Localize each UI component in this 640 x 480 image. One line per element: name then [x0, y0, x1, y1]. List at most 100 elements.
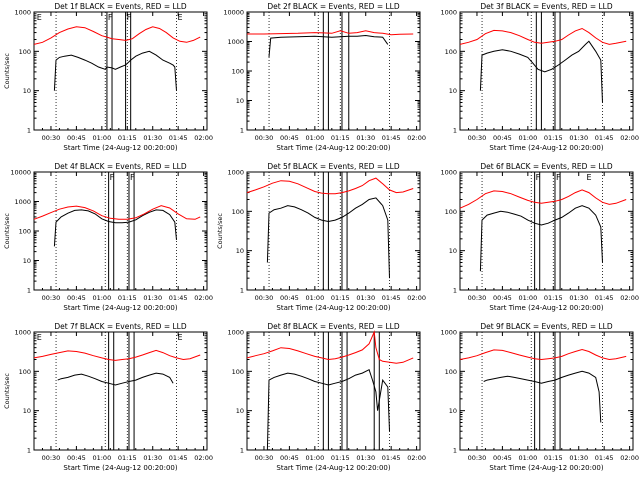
plot-frame	[33, 11, 208, 131]
x-tick-label: 02:00	[407, 134, 426, 142]
y-tick-label: 10000	[10, 169, 31, 177]
segment-box	[108, 331, 115, 451]
segment-box	[554, 171, 561, 291]
y-tick-label: 100	[19, 228, 31, 236]
y-tick-label: 100	[445, 208, 457, 216]
plot-frame	[246, 11, 421, 131]
y-tick-label: 100	[232, 208, 244, 216]
x-tick-label: 01:15	[331, 294, 350, 302]
y-axis-label: Counts/sec	[216, 213, 224, 249]
segment-box	[128, 171, 135, 291]
x-tick-label: 01:30	[143, 134, 162, 142]
segment-box	[128, 331, 135, 451]
plot-frame	[459, 331, 634, 451]
lld-series-line	[247, 30, 414, 36]
lld-series-line	[459, 348, 627, 361]
y-tick-label: 1	[453, 127, 457, 135]
segment-box	[106, 11, 113, 131]
y-tick-label: 1000	[440, 9, 457, 17]
x-axis-label: Start Time (24-Aug-12 00:20:00)	[63, 464, 177, 472]
y-tick-label: 1000	[227, 38, 244, 46]
x-tick-label: 02:00	[194, 454, 213, 462]
x-tick-label: 02:00	[620, 454, 639, 462]
x-tick-label: 01:45	[595, 454, 614, 462]
x-tick-label: 01:30	[569, 134, 588, 142]
x-tick-label: 01:15	[331, 454, 350, 462]
chart-panel-4: Det 4f BLACK = Events, RED = LLD 00:30 00:…	[3, 162, 213, 312]
plot-frame	[246, 171, 421, 291]
chart-title: Det 4f BLACK = Events, RED = LLD	[54, 162, 187, 171]
y-tick-label: 1000	[14, 9, 31, 17]
events-series-line	[53, 209, 177, 247]
segment-box	[341, 11, 350, 131]
y-tick-label: 1	[240, 287, 244, 295]
events-series-line	[266, 197, 390, 279]
segment-box	[322, 171, 329, 291]
x-tick-label: 00:30	[255, 134, 274, 142]
chart-panel-6: Det 6f BLACK = Events, RED = LLD 00:30 00:…	[440, 162, 639, 312]
y-tick-label: 1000	[227, 329, 244, 337]
events-series-line	[479, 205, 603, 272]
x-tick-label: 01:00	[518, 454, 537, 462]
y-tick-label: 100	[445, 48, 457, 56]
x-tick-label: 00:30	[42, 294, 61, 302]
y-tick-label: 100	[19, 368, 31, 376]
segment-box	[322, 11, 329, 131]
y-tick-label: 1	[240, 447, 244, 455]
x-tick-label: 01:00	[305, 134, 324, 142]
x-axis-label: Start Time (24-Aug-12 00:20:00)	[276, 464, 390, 472]
lld-series-line	[33, 349, 201, 361]
x-tick-label: 00:45	[67, 294, 86, 302]
x-tick-label: 01:30	[569, 454, 588, 462]
x-tick-label: 01:30	[143, 454, 162, 462]
flag-label: E	[177, 13, 182, 22]
x-tick-label: 00:45	[280, 134, 299, 142]
x-tick-label: 01:30	[569, 294, 588, 302]
x-tick-label: 01:15	[544, 134, 563, 142]
events-series-line	[268, 34, 389, 57]
y-tick-label: 10000	[223, 9, 244, 17]
y-tick-label: 10	[449, 407, 457, 415]
chart-panel-1: Det 1f BLACK = Events, RED = LLD 00:30 00:…	[3, 2, 213, 152]
x-tick-label: 01:45	[382, 454, 401, 462]
y-tick-label: 100	[232, 368, 244, 376]
plot-frame	[33, 171, 208, 291]
events-series-line	[483, 370, 602, 423]
plot-frame	[459, 11, 634, 131]
x-tick-label: 01:45	[595, 134, 614, 142]
y-tick-label: 100	[445, 368, 457, 376]
x-tick-label: 00:30	[255, 294, 274, 302]
y-tick-label: 100	[19, 48, 31, 56]
x-tick-label: 01:15	[118, 294, 137, 302]
flag-label: F	[536, 173, 541, 182]
x-tick-label: 00:30	[468, 134, 487, 142]
flag-label: E	[177, 333, 182, 342]
segment-box	[534, 171, 541, 291]
y-axis-label: Counts/sec	[3, 53, 11, 89]
x-tick-label: 01:15	[118, 134, 137, 142]
x-tick-label: 00:45	[493, 134, 512, 142]
y-tick-label: 10	[23, 257, 31, 265]
x-tick-label: 01:15	[118, 454, 137, 462]
plot-frame	[33, 331, 208, 451]
x-axis-label: Start Time (24-Aug-12 00:20:00)	[63, 144, 177, 152]
x-tick-label: 01:00	[305, 294, 324, 302]
flag-label: F	[127, 13, 132, 22]
y-tick-label: 1	[453, 447, 457, 455]
x-tick-label: 02:00	[407, 294, 426, 302]
x-tick-label: 01:15	[544, 294, 563, 302]
y-tick-label: 10	[23, 87, 31, 95]
y-tick-label: 1000	[227, 169, 244, 177]
lld-series-line	[246, 177, 414, 195]
x-tick-label: 01:45	[169, 454, 188, 462]
x-tick-label: 00:30	[468, 294, 487, 302]
x-tick-label: 01:30	[143, 294, 162, 302]
x-tick-label: 02:00	[407, 454, 426, 462]
y-tick-label: 1000	[440, 169, 457, 177]
segment-box	[534, 331, 541, 451]
chart-panel-9: Det 9f BLACK = Events, RED = LLD 00:30 00:…	[440, 322, 639, 472]
x-tick-label: 02:00	[194, 294, 213, 302]
segment-box	[373, 331, 380, 451]
x-tick-label: 01:45	[382, 134, 401, 142]
